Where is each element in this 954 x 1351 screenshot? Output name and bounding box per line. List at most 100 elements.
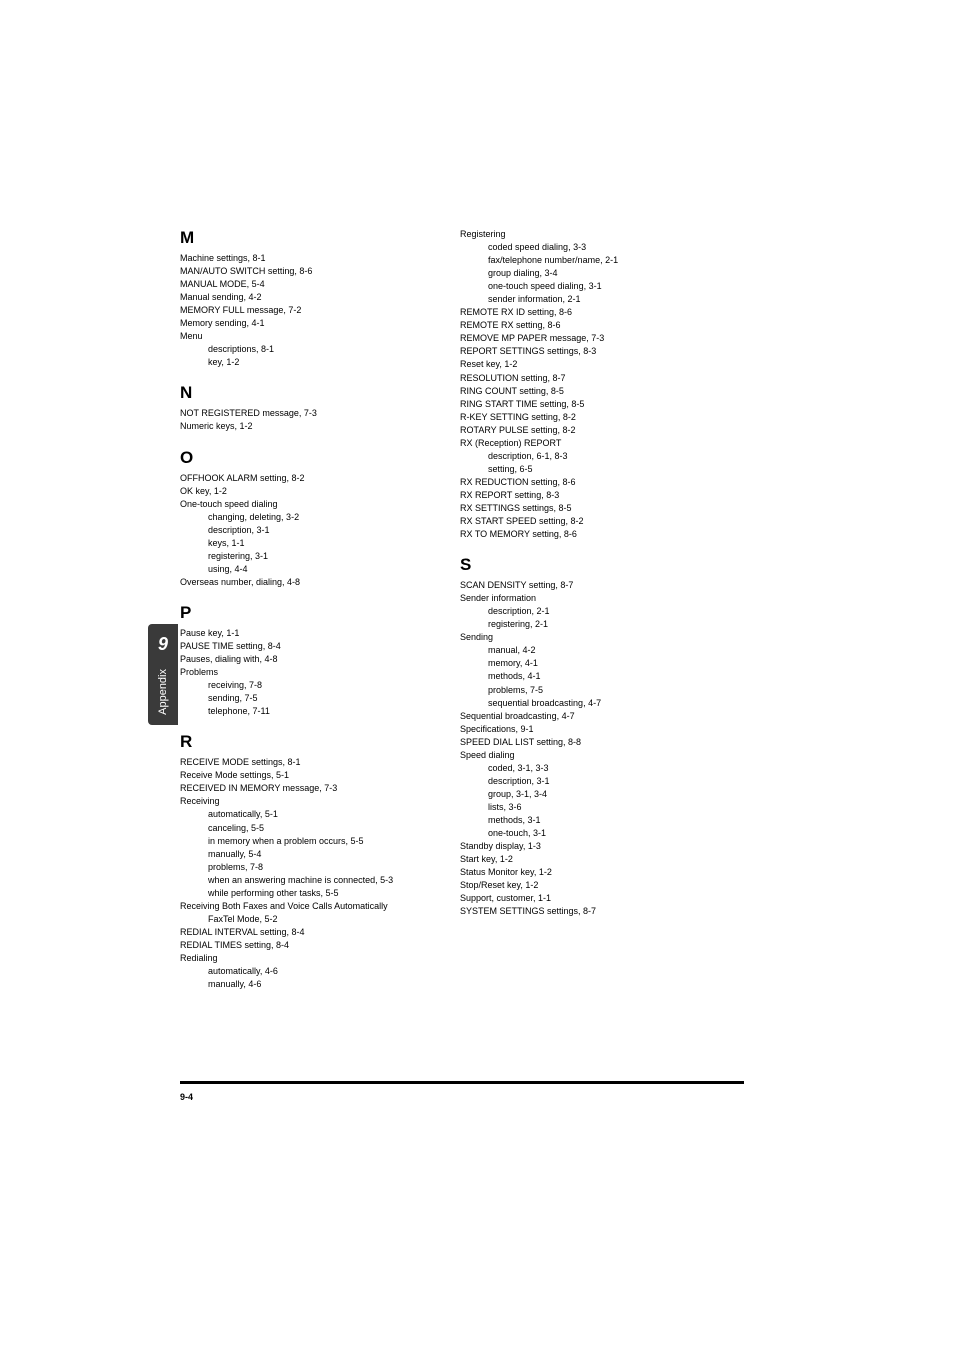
index-entry: RECEIVE MODE settings, 8-1: [180, 756, 436, 769]
index-entry: Receive Mode settings, 5-1: [180, 769, 436, 782]
index-subentry: registering, 2-1: [488, 618, 740, 631]
index-subentry: coded, 3-1, 3-3: [488, 762, 740, 775]
index-entry: RX (Reception) REPORT: [460, 437, 740, 450]
index-entry: Machine settings, 8-1: [180, 252, 436, 265]
index-entry: OFFHOOK ALARM setting, 8-2: [180, 472, 436, 485]
index-entry: RX START SPEED setting, 8-2: [460, 515, 740, 528]
index-entry: SCAN DENSITY setting, 8-7: [460, 579, 740, 592]
index-entry: REDIAL INTERVAL setting, 8-4: [180, 926, 436, 939]
index-entry: RECEIVED IN MEMORY message, 7-3: [180, 782, 436, 795]
index-entry: Specifications, 9-1: [460, 723, 740, 736]
index-subentry: registering, 3-1: [208, 550, 436, 563]
index-entry: Standby display, 1-3: [460, 840, 740, 853]
index-entry: Manual sending, 4-2: [180, 291, 436, 304]
index-entry: REMOTE RX setting, 8-6: [460, 319, 740, 332]
index-entry: Problems: [180, 666, 436, 679]
index-entry: RX REPORT setting, 8-3: [460, 489, 740, 502]
index-entry: RESOLUTION setting, 8-7: [460, 372, 740, 385]
index-subentry: manually, 5-4: [208, 848, 436, 861]
index-letter: M: [180, 228, 436, 248]
index-column-left: M Machine settings, 8-1MAN/AUTO SWITCH se…: [180, 228, 460, 991]
index-entry: RX SETTINGS settings, 8-5: [460, 502, 740, 515]
index-entry: SYSTEM SETTINGS settings, 8-7: [460, 905, 740, 918]
index-letter: R: [180, 732, 436, 752]
index-entry: One-touch speed dialing: [180, 498, 436, 511]
index-entry: MAN/AUTO SWITCH setting, 8-6: [180, 265, 436, 278]
index-entry: Pause key, 1-1: [180, 627, 436, 640]
index-entry: Receiving: [180, 795, 436, 808]
index-subentry: one-touch, 3-1: [488, 827, 740, 840]
index-subentry: methods, 4-1: [488, 670, 740, 683]
index-subentry: using, 4-4: [208, 563, 436, 576]
index-entry: ROTARY PULSE setting, 8-2: [460, 424, 740, 437]
index-subentry: coded speed dialing, 3-3: [488, 241, 740, 254]
index-subentry: problems, 7-5: [488, 684, 740, 697]
index-entry: NOT REGISTERED message, 7-3: [180, 407, 436, 420]
index-entry: REMOTE RX ID setting, 8-6: [460, 306, 740, 319]
index-entry: Receiving Both Faxes and Voice Calls Aut…: [180, 900, 436, 913]
index-subentry: FaxTel Mode, 5-2: [208, 913, 436, 926]
index-subentry: keys, 1-1: [208, 537, 436, 550]
index-entry: Support, customer, 1-1: [460, 892, 740, 905]
index-subentry: sending, 7-5: [208, 692, 436, 705]
index-entry: RING START TIME setting, 8-5: [460, 398, 740, 411]
index-subentry: in memory when a problem occurs, 5-5: [208, 835, 436, 848]
index-entry: Registering: [460, 228, 740, 241]
index-column-right: Registeringcoded speed dialing, 3-3fax/t…: [460, 228, 740, 991]
index-entry: REDIAL TIMES setting, 8-4: [180, 939, 436, 952]
index-subentry: one-touch speed dialing, 3-1: [488, 280, 740, 293]
index-letter: N: [180, 383, 436, 403]
index-entry: MANUAL MODE, 5-4: [180, 278, 436, 291]
index-entry: Menu: [180, 330, 436, 343]
index-subentry: manually, 4-6: [208, 978, 436, 991]
index-subentry: when an answering machine is connected, …: [208, 874, 436, 887]
index-subentry: setting, 6-5: [488, 463, 740, 476]
index-entry: Speed dialing: [460, 749, 740, 762]
index-entry: SPEED DIAL LIST setting, 8-8: [460, 736, 740, 749]
index-subentry: changing, deleting, 3-2: [208, 511, 436, 524]
index-subentry: description, 3-1: [488, 775, 740, 788]
index-subentry: problems, 7-8: [208, 861, 436, 874]
index-entry: Pauses, dialing with, 4-8: [180, 653, 436, 666]
index-entry: MEMORY FULL message, 7-2: [180, 304, 436, 317]
index-subentry: while performing other tasks, 5-5: [208, 887, 436, 900]
index-subentry: descriptions, 8-1: [208, 343, 436, 356]
index-letter: O: [180, 448, 436, 468]
index-entry: Redialing: [180, 952, 436, 965]
index-entry: Start key, 1-2: [460, 853, 740, 866]
index-entry: OK key, 1-2: [180, 485, 436, 498]
index-entry: RX TO MEMORY setting, 8-6: [460, 528, 740, 541]
index-subentry: canceling, 5-5: [208, 822, 436, 835]
chapter-label: Appendix: [157, 669, 169, 715]
index-letter: P: [180, 603, 436, 623]
index-subentry: group, 3-1, 3-4: [488, 788, 740, 801]
chapter-number: 9: [158, 634, 168, 655]
index-subentry: memory, 4-1: [488, 657, 740, 670]
chapter-tab: 9 Appendix: [148, 624, 178, 725]
index-subentry: sender information, 2-1: [488, 293, 740, 306]
index-subentry: telephone, 7-11: [208, 705, 436, 718]
index-entry: Memory sending, 4-1: [180, 317, 436, 330]
footer-rule: [180, 1081, 744, 1084]
index-entry: R-KEY SETTING setting, 8-2: [460, 411, 740, 424]
index-subentry: group dialing, 3-4: [488, 267, 740, 280]
index-letter: S: [460, 555, 740, 575]
index-subentry: receiving, 7-8: [208, 679, 436, 692]
index-subentry: key, 1-2: [208, 356, 436, 369]
index-entry: Status Monitor key, 1-2: [460, 866, 740, 879]
index-subentry: description, 2-1: [488, 605, 740, 618]
index-entry: REMOVE MP PAPER message, 7-3: [460, 332, 740, 345]
index-subentry: automatically, 5-1: [208, 808, 436, 821]
index-entry: Overseas number, dialing, 4-8: [180, 576, 436, 589]
index-entry: REPORT SETTINGS settings, 8-3: [460, 345, 740, 358]
index-entry: Sequential broadcasting, 4-7: [460, 710, 740, 723]
index-subentry: sequential broadcasting, 4-7: [488, 697, 740, 710]
index-entry: RX REDUCTION setting, 8-6: [460, 476, 740, 489]
index-content: M Machine settings, 8-1MAN/AUTO SWITCH se…: [0, 228, 954, 991]
index-subentry: description, 3-1: [208, 524, 436, 537]
page-number: 9-4: [180, 1092, 954, 1102]
index-entry: Sender information: [460, 592, 740, 605]
index-entry: Sending: [460, 631, 740, 644]
index-entry: Reset key, 1-2: [460, 358, 740, 371]
index-subentry: automatically, 4-6: [208, 965, 436, 978]
